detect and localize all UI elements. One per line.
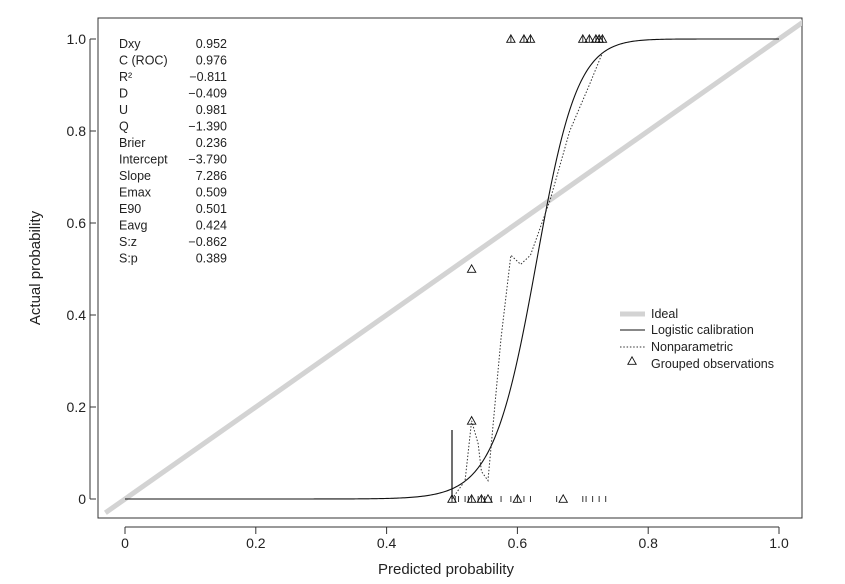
stat-label: Intercept [119, 153, 168, 167]
x-tick-label: 1.0 [769, 535, 789, 551]
y-tick-label: 0.8 [67, 123, 87, 139]
stat-label: S:p [119, 252, 138, 266]
stat-label: U [119, 103, 128, 117]
stat-value: 0.976 [196, 54, 227, 68]
plot-frame [97, 17, 803, 519]
y-axis: 0 0.2 0.4 0.6 0.8 1.0 [67, 31, 96, 507]
series-layer [125, 38, 779, 500]
legend: Ideal Logistic calibration Nonparametric Gr… [620, 307, 774, 371]
ideal-line [103, 19, 802, 515]
legend-label: Logistic calibration [651, 323, 754, 337]
stat-label: D [119, 87, 128, 101]
grouped-observation-point [476, 493, 487, 503]
grouped-observation-point [512, 493, 523, 503]
stat-label: S:z [119, 235, 137, 249]
x-tick-label: 0 [121, 535, 129, 551]
grouped-observation-point [597, 33, 608, 43]
grouped-observation-point [466, 493, 477, 503]
x-tick-label: 0.4 [377, 535, 397, 551]
logistic-calibration-line [125, 38, 779, 500]
stat-value: −1.390 [188, 120, 227, 134]
nonparametric-line [451, 52, 603, 500]
legend-label: Nonparametric [651, 340, 733, 354]
stat-value: −0.862 [188, 235, 227, 249]
grouped-observation-point [466, 415, 477, 425]
rug-layer [451, 36, 607, 502]
y-tick-label: 0 [78, 491, 86, 507]
x-tick-label: 0.6 [508, 535, 528, 551]
stat-label: Eavg [119, 219, 148, 233]
stat-value: −0.811 [189, 70, 227, 84]
stat-value: 0.236 [196, 136, 227, 150]
stat-label: Emax [119, 186, 152, 200]
legend-label: Ideal [651, 307, 678, 321]
grouped-observation-point [483, 493, 493, 503]
legend-label: Grouped observations [651, 357, 774, 371]
stat-value: −0.409 [188, 87, 227, 101]
y-tick-label: 0.2 [67, 399, 87, 415]
x-tick-label: 0.2 [246, 535, 266, 551]
stat-value: 0.424 [196, 219, 227, 233]
stat-label: C (ROC) [119, 54, 168, 68]
stat-value: 0.952 [196, 37, 227, 51]
points-layer [447, 33, 608, 503]
legend-triangle-swatch [627, 355, 637, 365]
grouped-observation-point [577, 33, 588, 43]
grouped-observation-point [466, 263, 477, 273]
stat-value: 0.509 [196, 186, 227, 200]
stat-label: R² [119, 70, 132, 84]
grouped-observation-point [584, 33, 595, 43]
grouped-observation-point [447, 493, 457, 503]
grouped-observation-point [558, 493, 569, 503]
y-axis-title: Actual probability [27, 210, 44, 325]
stat-label: Slope [119, 169, 151, 183]
y-tick-label: 0.4 [67, 307, 87, 323]
grouped-observation-point [505, 33, 516, 43]
stat-label: Q [119, 120, 129, 134]
stat-value: 0.981 [196, 103, 227, 117]
grouped-observation-point [525, 33, 536, 43]
stat-value: −3.790 [188, 153, 227, 167]
stat-label: Brier [119, 136, 145, 150]
x-tick-label: 0.8 [638, 535, 658, 551]
stat-value: 7.286 [196, 169, 227, 183]
ideal-layer [103, 19, 802, 515]
x-axis-title: Predicted probability [378, 561, 514, 578]
stat-value: 0.501 [196, 202, 227, 216]
stats-table: Dxy 0.952 C (ROC) 0.976 R² −0.811 D −0.409 U 0.98… [119, 37, 227, 266]
stat-label: E90 [119, 202, 141, 216]
stat-value: 0.389 [196, 252, 227, 266]
y-tick-label: 1.0 [67, 31, 87, 47]
stat-label: Dxy [119, 37, 141, 51]
y-tick-label: 0.6 [67, 215, 87, 231]
grouped-observation-point [518, 33, 529, 43]
x-axis: 0 0.2 0.4 0.6 0.8 1.0 [121, 526, 789, 551]
